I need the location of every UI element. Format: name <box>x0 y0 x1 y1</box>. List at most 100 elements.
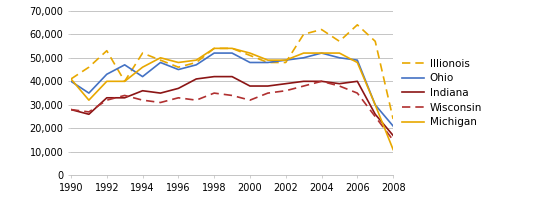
Illionois <box>121 80 128 83</box>
Wisconsin <box>157 101 164 104</box>
Ohio <box>86 92 92 94</box>
Indiana <box>121 97 128 99</box>
Indiana <box>68 108 74 111</box>
Indiana <box>104 97 110 99</box>
Indiana <box>372 113 378 116</box>
Illionois <box>104 49 110 52</box>
Indiana <box>247 85 253 87</box>
Wisconsin <box>282 89 289 92</box>
Ohio <box>229 52 235 54</box>
Wisconsin <box>104 99 110 101</box>
Wisconsin <box>86 111 92 113</box>
Wisconsin <box>229 94 235 97</box>
Indiana <box>211 75 217 78</box>
Ohio <box>318 52 325 54</box>
Line: Michigan: Michigan <box>71 48 393 150</box>
Michigan <box>247 52 253 54</box>
Indiana <box>86 113 92 116</box>
Ohio <box>354 59 360 61</box>
Ohio <box>157 61 164 64</box>
Indiana <box>300 80 307 83</box>
Ohio <box>104 73 110 76</box>
Indiana <box>229 75 235 78</box>
Michigan <box>229 47 235 50</box>
Illionois <box>229 47 235 50</box>
Legend: Illionois, Ohio, Indiana, Wisconsin, Michigan: Illionois, Ohio, Indiana, Wisconsin, Mic… <box>401 59 482 128</box>
Wisconsin <box>372 115 378 118</box>
Michigan <box>121 80 128 83</box>
Michigan <box>282 59 289 61</box>
Illionois <box>175 66 182 68</box>
Illionois <box>247 54 253 57</box>
Illionois <box>157 59 164 61</box>
Ohio <box>247 61 253 64</box>
Ohio <box>390 125 396 127</box>
Indiana <box>354 80 360 83</box>
Indiana <box>193 78 199 80</box>
Indiana <box>336 82 343 85</box>
Illionois <box>193 61 199 64</box>
Ohio <box>336 56 343 59</box>
Line: Illionois: Illionois <box>71 25 393 119</box>
Michigan <box>104 80 110 83</box>
Michigan <box>193 59 199 61</box>
Ohio <box>282 59 289 61</box>
Ohio <box>300 56 307 59</box>
Illionois <box>86 66 92 68</box>
Illionois <box>282 61 289 64</box>
Wisconsin <box>68 108 74 111</box>
Illionois <box>300 33 307 36</box>
Michigan <box>354 61 360 64</box>
Ohio <box>265 61 271 64</box>
Ohio <box>68 80 74 83</box>
Illionois <box>265 61 271 64</box>
Wisconsin <box>318 80 325 83</box>
Indiana <box>390 134 396 137</box>
Wisconsin <box>390 139 396 141</box>
Illionois <box>354 24 360 26</box>
Ohio <box>372 104 378 106</box>
Illionois <box>390 118 396 120</box>
Indiana <box>318 80 325 83</box>
Wisconsin <box>300 85 307 87</box>
Wisconsin <box>211 92 217 94</box>
Michigan <box>372 104 378 106</box>
Illionois <box>211 47 217 50</box>
Indiana <box>175 87 182 90</box>
Wisconsin <box>354 92 360 94</box>
Ohio <box>211 52 217 54</box>
Illionois <box>139 52 146 54</box>
Michigan <box>300 52 307 54</box>
Ohio <box>139 75 146 78</box>
Michigan <box>318 52 325 54</box>
Ohio <box>175 68 182 71</box>
Michigan <box>265 59 271 61</box>
Line: Indiana: Indiana <box>71 77 393 135</box>
Wisconsin <box>121 94 128 97</box>
Wisconsin <box>336 85 343 87</box>
Ohio <box>193 64 199 66</box>
Michigan <box>157 56 164 59</box>
Wisconsin <box>247 99 253 101</box>
Michigan <box>139 66 146 68</box>
Michigan <box>68 78 74 80</box>
Wisconsin <box>193 99 199 101</box>
Ohio <box>121 64 128 66</box>
Wisconsin <box>175 97 182 99</box>
Michigan <box>211 47 217 50</box>
Illionois <box>336 40 343 43</box>
Michigan <box>86 99 92 101</box>
Illionois <box>68 78 74 80</box>
Michigan <box>336 52 343 54</box>
Indiana <box>282 82 289 85</box>
Michigan <box>390 148 396 151</box>
Indiana <box>265 85 271 87</box>
Line: Ohio: Ohio <box>71 53 393 126</box>
Wisconsin <box>139 99 146 101</box>
Wisconsin <box>265 92 271 94</box>
Michigan <box>175 61 182 64</box>
Indiana <box>157 92 164 94</box>
Indiana <box>139 89 146 92</box>
Line: Wisconsin: Wisconsin <box>71 81 393 140</box>
Illionois <box>372 40 378 43</box>
